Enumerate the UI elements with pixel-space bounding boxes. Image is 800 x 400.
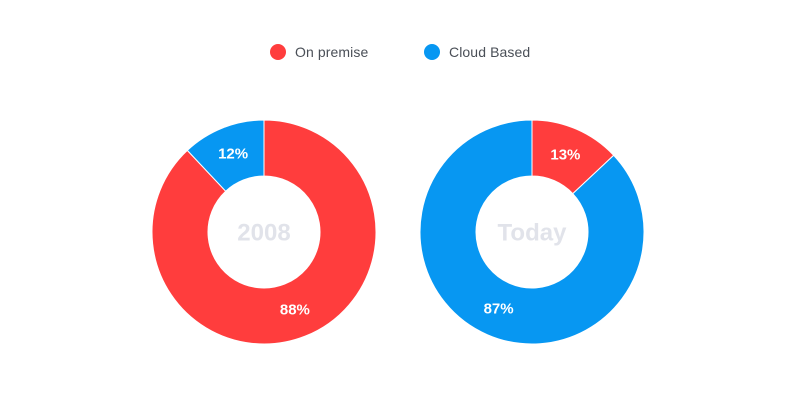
legend-label-cloud-based: Cloud Based bbox=[449, 44, 531, 60]
donut-center-label-0: 2008 bbox=[237, 220, 290, 247]
slice-label-cloud-based-1: 87% bbox=[484, 301, 514, 318]
slice-cloud-based-1 bbox=[419, 119, 645, 345]
slice-label-on-premise-0: 88% bbox=[280, 302, 310, 319]
chart-legend: On premise Cloud Based bbox=[0, 40, 800, 64]
donut-chart-1: 13% 87% Today bbox=[419, 119, 645, 345]
slice-label-on-premise-1: 13% bbox=[550, 146, 580, 163]
slice-cloud-based-0 bbox=[186, 119, 265, 192]
donut-chart-0: 88% 12% 2008 bbox=[151, 119, 377, 345]
slice-label-cloud-based-0: 12% bbox=[218, 145, 248, 162]
donut-center-label-1: Today bbox=[498, 220, 568, 247]
legend-item-on-premise: On premise bbox=[270, 40, 368, 64]
legend-label-on-premise: On premise bbox=[295, 44, 369, 60]
legend-swatch-on-premise bbox=[270, 44, 286, 60]
slice-on-premise-0 bbox=[151, 119, 377, 345]
legend-swatch-cloud-based bbox=[424, 44, 440, 60]
legend-item-cloud-based: Cloud Based bbox=[424, 40, 530, 64]
